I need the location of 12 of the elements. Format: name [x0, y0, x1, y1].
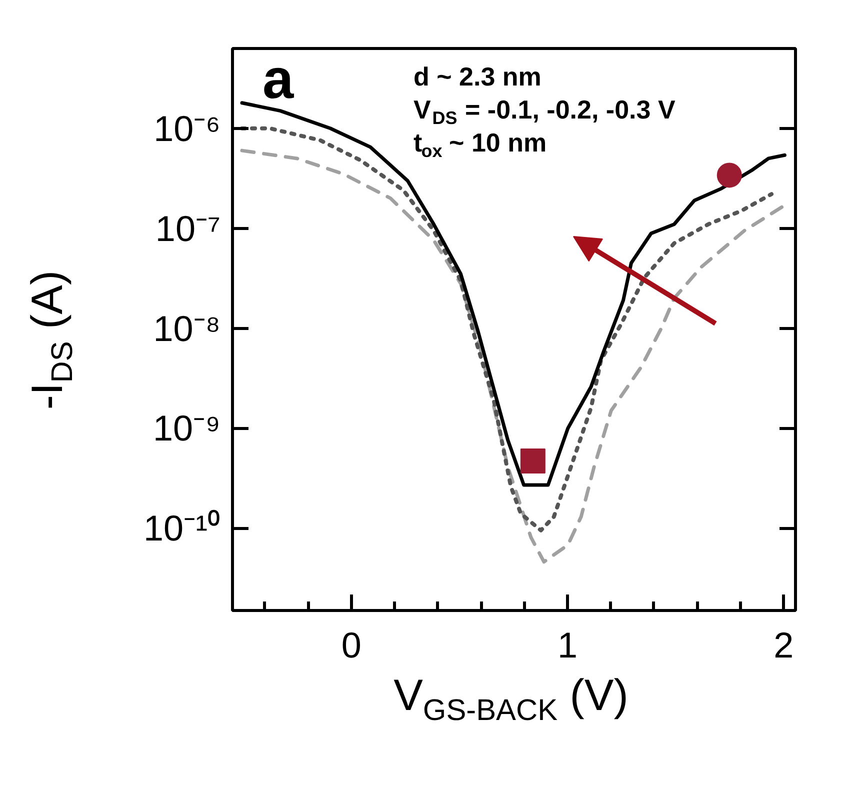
x-axis-title: V$_{GS-BACK}$ (V) [394, 671, 628, 727]
chart-title: a [262, 47, 294, 110]
x-tick-label: 0 [341, 624, 362, 666]
annotation: d ~ 2.3 nm [414, 62, 542, 92]
y-tick-label: 10⁻⁷ [155, 208, 221, 249]
x-tick-label: 1 [557, 624, 578, 666]
line-series [240, 101, 786, 487]
y-tick-label: 10⁻⁸ [153, 308, 221, 349]
y-tick-label: 10⁻⁹ [153, 408, 221, 449]
y-tick-label: 10⁻⁶ [154, 108, 221, 149]
y-tick-label: 10⁻¹⁰ [143, 508, 220, 549]
x-tick-label: 2 [774, 624, 794, 666]
